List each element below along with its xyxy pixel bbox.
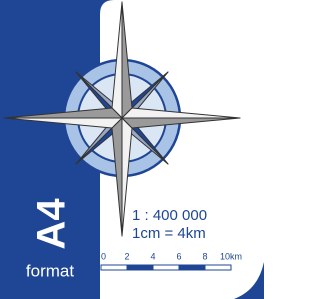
scale-bar-label: 0 [101,251,106,261]
scale-bar-label: 2 [124,251,129,261]
map-cover: A4 format 1 : 400 000 1cm = 4km 0 2 4 6 8 10k… [0,0,264,299]
scale-bar-label: 8 [202,251,207,261]
scale-bar-label: 6 [176,251,181,261]
format-label: format [26,261,74,280]
scale-ratio: 1 : 400 000 [132,207,207,224]
scale-bar-label: 4 [150,251,155,261]
scale-equivalence: 1cm = 4km [132,225,206,242]
scale-bar [101,265,231,270]
scale-bar-label: 10km [220,251,242,261]
format-code: A4 [30,198,74,250]
